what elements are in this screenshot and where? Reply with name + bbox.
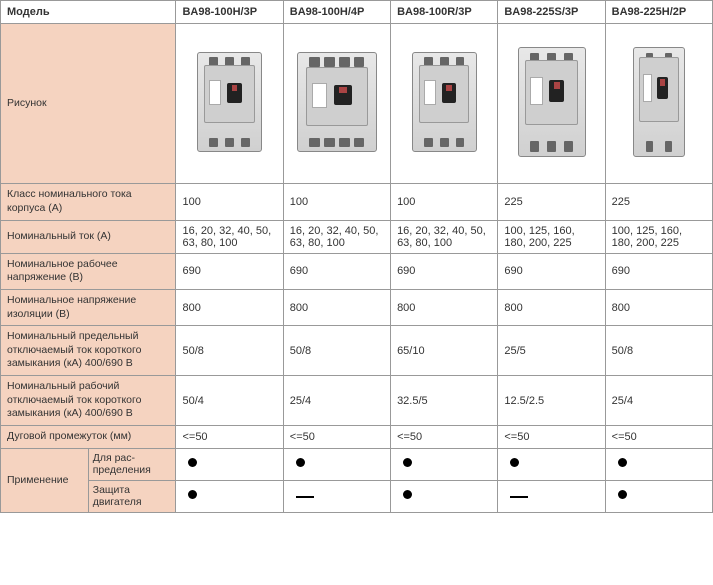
val-am-2: [283, 480, 390, 512]
label-arc-gap: Дуговой промежуток (мм): [1, 425, 176, 448]
val-rv-1: 690: [176, 253, 283, 289]
row-frame-class: Класс номинального тока корпуса (А) 100 …: [1, 184, 713, 220]
breaker-icon: [412, 52, 477, 152]
val-ub-4: 25/5: [498, 326, 605, 376]
val-ad-1: [176, 448, 283, 480]
val-ag-1: <=50: [176, 425, 283, 448]
header-model: Модель: [1, 1, 176, 24]
val-ag-2: <=50: [283, 425, 390, 448]
val-rv-5: 690: [605, 253, 712, 289]
label-frame-class: Класс номинального тока корпуса (А): [1, 184, 176, 220]
val-ad-3: [391, 448, 498, 480]
dot-icon: [188, 490, 197, 499]
row-ultimate-breaking: Номинальный предельный отключаемый ток к…: [1, 326, 713, 376]
val-rc-1: 16, 20, 32, 40, 50, 63, 80, 100: [176, 220, 283, 253]
img-m5: [605, 24, 712, 184]
spec-table: Модель BA98-100H/3P BA98-100H/4P BA98-10…: [0, 0, 713, 513]
val-ub-5: 50/8: [605, 326, 712, 376]
row-insulation-voltage: Номинальное напряжение изоляции (В) 800 …: [1, 289, 713, 325]
img-m1: [176, 24, 283, 184]
val-iv-2: 800: [283, 289, 390, 325]
row-rated-voltage: Номинальное рабочее напряжение (В) 690 6…: [1, 253, 713, 289]
val-am-3: [391, 480, 498, 512]
breaker-icon: [633, 47, 685, 157]
val-frame-1: 100: [176, 184, 283, 220]
val-ad-5: [605, 448, 712, 480]
label-app-motor: Защита двигателя: [88, 480, 176, 512]
val-rv-4: 690: [498, 253, 605, 289]
dot-icon: [296, 458, 305, 467]
row-service-breaking: Номинальный рабочий отключаемый ток коро…: [1, 376, 713, 426]
val-iv-3: 800: [391, 289, 498, 325]
val-rc-4: 100, 125, 160, 180, 200, 225: [498, 220, 605, 253]
dot-icon: [403, 490, 412, 499]
row-rated-current: Номинальный ток (А) 16, 20, 32, 40, 50, …: [1, 220, 713, 253]
val-sb-3: 32.5/5: [391, 376, 498, 426]
label-application: Применение: [1, 448, 89, 512]
val-sb-4: 12.5/2.5: [498, 376, 605, 426]
val-ub-3: 65/10: [391, 326, 498, 376]
val-rc-2: 16, 20, 32, 40, 50, 63, 80, 100: [283, 220, 390, 253]
row-app-dist: Применение Для рас- пределения: [1, 448, 713, 480]
header-m5: BA98-225H/2P: [605, 1, 712, 24]
dot-icon: [618, 458, 627, 467]
val-am-1: [176, 480, 283, 512]
val-rv-3: 690: [391, 253, 498, 289]
dash-icon: [296, 496, 314, 498]
val-ub-2: 50/8: [283, 326, 390, 376]
label-service-breaking: Номинальный рабочий отключаемый ток коро…: [1, 376, 176, 426]
dot-icon: [188, 458, 197, 467]
val-ag-5: <=50: [605, 425, 712, 448]
img-m4: [498, 24, 605, 184]
val-frame-4: 225: [498, 184, 605, 220]
label-rated-voltage: Номинальное рабочее напряжение (В): [1, 253, 176, 289]
header-m1: BA98-100H/3P: [176, 1, 283, 24]
val-iv-1: 800: [176, 289, 283, 325]
val-sb-1: 50/4: [176, 376, 283, 426]
dot-icon: [618, 490, 627, 499]
row-app-motor: Защита двигателя: [1, 480, 713, 512]
row-arc-gap: Дуговой промежуток (мм) <=50 <=50 <=50 <…: [1, 425, 713, 448]
dot-icon: [510, 458, 519, 467]
label-rated-current: Номинальный ток (А): [1, 220, 176, 253]
label-ultimate-breaking: Номинальный предельный отключаемый ток к…: [1, 326, 176, 376]
val-frame-5: 225: [605, 184, 712, 220]
row-picture: Рисунок: [1, 24, 713, 184]
label-app-dist: Для рас- пределения: [88, 448, 176, 480]
breaker-icon: [297, 52, 377, 152]
val-iv-4: 800: [498, 289, 605, 325]
val-am-5: [605, 480, 712, 512]
dot-icon: [403, 458, 412, 467]
dash-icon: [510, 496, 528, 498]
label-picture: Рисунок: [1, 24, 176, 184]
val-rc-3: 16, 20, 32, 40, 50, 63, 80, 100: [391, 220, 498, 253]
val-sb-2: 25/4: [283, 376, 390, 426]
val-ad-4: [498, 448, 605, 480]
breaker-icon: [197, 52, 262, 152]
val-ad-2: [283, 448, 390, 480]
label-insulation-voltage: Номинальное напряжение изоляции (В): [1, 289, 176, 325]
val-ub-1: 50/8: [176, 326, 283, 376]
img-m2: [283, 24, 390, 184]
val-ag-4: <=50: [498, 425, 605, 448]
header-row: Модель BA98-100H/3P BA98-100H/4P BA98-10…: [1, 1, 713, 24]
val-ag-3: <=50: [391, 425, 498, 448]
img-m3: [391, 24, 498, 184]
header-m3: BA98-100R/3P: [391, 1, 498, 24]
val-rv-2: 690: [283, 253, 390, 289]
val-frame-3: 100: [391, 184, 498, 220]
header-m2: BA98-100H/4P: [283, 1, 390, 24]
val-rc-5: 100, 125, 160, 180, 200, 225: [605, 220, 712, 253]
val-iv-5: 800: [605, 289, 712, 325]
breaker-icon: [518, 47, 586, 157]
val-sb-5: 25/4: [605, 376, 712, 426]
header-m4: BA98-225S/3P: [498, 1, 605, 24]
val-am-4: [498, 480, 605, 512]
val-frame-2: 100: [283, 184, 390, 220]
